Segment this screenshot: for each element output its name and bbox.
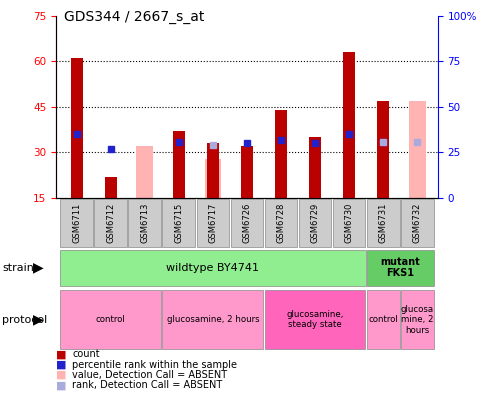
Text: GSM6729: GSM6729 xyxy=(310,203,319,243)
Bar xyxy=(230,199,263,246)
Text: GSM6726: GSM6726 xyxy=(242,203,251,243)
Text: value, Detection Call = ABSENT: value, Detection Call = ABSENT xyxy=(72,370,227,380)
Text: mutant
FKS1: mutant FKS1 xyxy=(380,257,419,278)
Text: ■: ■ xyxy=(56,370,66,380)
Text: GSM6731: GSM6731 xyxy=(378,203,387,243)
Text: percentile rank within the sample: percentile rank within the sample xyxy=(72,360,237,370)
Bar xyxy=(298,199,331,246)
Text: wildtype BY4741: wildtype BY4741 xyxy=(166,263,259,273)
Bar xyxy=(162,199,195,246)
Bar xyxy=(60,290,161,349)
Bar xyxy=(264,290,365,349)
Text: GSM6732: GSM6732 xyxy=(412,203,421,243)
Text: rank, Detection Call = ABSENT: rank, Detection Call = ABSENT xyxy=(72,380,222,390)
Text: GDS344 / 2667_s_at: GDS344 / 2667_s_at xyxy=(63,10,203,24)
Bar xyxy=(60,199,93,246)
Text: ■: ■ xyxy=(56,360,66,370)
Bar xyxy=(162,290,263,349)
Text: GSM6713: GSM6713 xyxy=(140,203,149,243)
Text: protocol: protocol xyxy=(2,315,48,325)
Bar xyxy=(60,250,366,286)
Bar xyxy=(366,290,399,349)
Text: GSM6711: GSM6711 xyxy=(72,203,81,243)
Bar xyxy=(308,137,320,198)
Bar xyxy=(332,199,365,246)
Text: GSM6712: GSM6712 xyxy=(106,203,115,243)
Bar xyxy=(104,177,117,198)
Text: count: count xyxy=(72,349,100,360)
Bar xyxy=(241,147,252,198)
Text: glucosa
mine, 2
hours: glucosa mine, 2 hours xyxy=(400,305,433,335)
Text: ■: ■ xyxy=(56,380,66,390)
Bar xyxy=(206,143,219,198)
Text: control: control xyxy=(367,315,397,324)
Bar xyxy=(400,199,433,246)
Bar xyxy=(343,52,354,198)
Bar xyxy=(173,131,184,198)
Text: strain: strain xyxy=(2,263,34,273)
Text: ■: ■ xyxy=(56,349,66,360)
Text: glucosamine, 2 hours: glucosamine, 2 hours xyxy=(166,315,259,324)
Text: GSM6717: GSM6717 xyxy=(208,203,217,243)
Bar xyxy=(71,58,82,198)
Bar xyxy=(408,101,425,198)
Text: glucosamine,
steady state: glucosamine, steady state xyxy=(286,310,343,329)
Text: GSM6728: GSM6728 xyxy=(276,203,285,243)
Bar xyxy=(366,250,433,286)
Bar xyxy=(274,110,286,198)
Bar xyxy=(376,101,388,198)
Bar xyxy=(264,199,297,246)
Bar xyxy=(366,199,399,246)
Bar xyxy=(400,290,433,349)
Text: control: control xyxy=(96,315,125,324)
Bar xyxy=(136,147,153,198)
Text: GSM6730: GSM6730 xyxy=(344,203,353,243)
Bar xyxy=(196,199,229,246)
Bar xyxy=(128,199,161,246)
Bar xyxy=(94,199,127,246)
Text: GSM6715: GSM6715 xyxy=(174,203,183,243)
Text: ▶: ▶ xyxy=(33,261,44,275)
Text: ▶: ▶ xyxy=(33,313,44,327)
Bar xyxy=(204,158,221,198)
